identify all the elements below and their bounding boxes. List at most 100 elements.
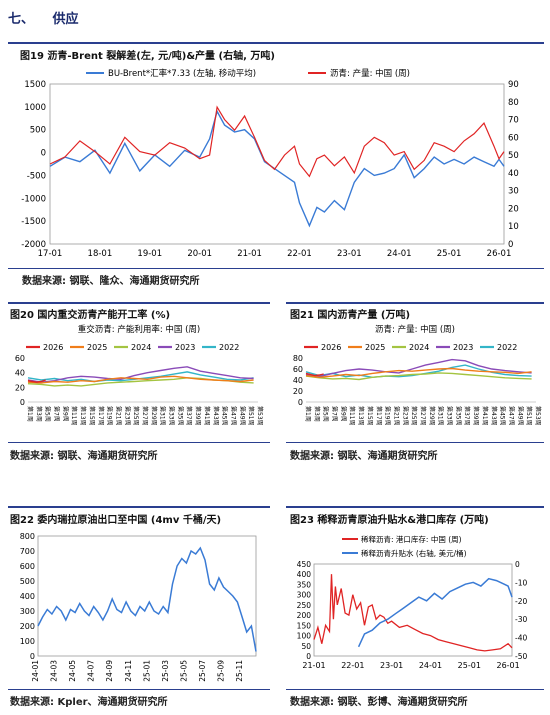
x-tick-label: 第41周 xyxy=(203,406,211,426)
series-line-exports xyxy=(37,546,257,652)
x-tick-label: 第23周 xyxy=(123,406,131,426)
y-right-tick-label: 0 xyxy=(515,560,520,569)
x-tick-label: 24-01 xyxy=(387,249,412,259)
fig19-source: 数据来源: 钢联、隆众、海通期货研究所 xyxy=(22,276,200,287)
x-tick-label: 第17周 xyxy=(375,406,383,426)
x-tick-label: 25-07 xyxy=(198,660,207,682)
fig22-top-rule xyxy=(8,506,270,508)
x-tick-label: 第15周 xyxy=(366,406,374,426)
x-tick-label: 第25周 xyxy=(410,406,418,426)
fig19-chart: 150010005000-500-1000-1500-2000908070605… xyxy=(21,68,519,259)
y-tick-label: 200 xyxy=(20,622,35,631)
x-tick-label: 第7周 xyxy=(331,406,339,422)
legend-label-port-inventory: 稀释沥青: 港口库存: 中国 (周) xyxy=(361,534,462,544)
y-right-tick-label: -20 xyxy=(515,597,527,606)
legend-label-2025: 2025 xyxy=(87,343,107,352)
series-line-port-inventory xyxy=(313,574,513,652)
y-right-tick-label: 0 xyxy=(508,240,513,250)
legend-label-production: 沥青: 产量: 中国 (周) xyxy=(330,68,410,79)
legend-label-2023: 2023 xyxy=(453,343,473,352)
x-tick-label: 第7周 xyxy=(53,406,61,422)
y-left-tick-label: -2000 xyxy=(21,240,46,250)
legend-label-2026: 2026 xyxy=(321,343,341,352)
fig21-chart: 沥青: 产量: 中国 (周) 2026 2025 2024 2023 2022 80 60 40… xyxy=(293,324,542,426)
y-tick-label: 20 xyxy=(15,383,25,392)
y-tick-label: 800 xyxy=(20,532,35,541)
y-left-tick-label: 250 xyxy=(297,601,312,610)
y-right-tick-label: 40 xyxy=(508,169,519,179)
x-tick-label: 第19周 xyxy=(106,406,114,426)
x-tick-label: 22-01 xyxy=(287,249,312,259)
x-tick-label: 第51周 xyxy=(525,406,533,426)
x-tick-label: 24-03 xyxy=(50,660,59,682)
y-right-tick-label: 10 xyxy=(508,222,519,232)
x-tick-label: 25-03 xyxy=(161,660,170,682)
x-tick-label: 第39周 xyxy=(194,406,202,426)
chart-subtitle: 重交沥青: 产能利用率: 中国 (周) xyxy=(78,324,200,335)
x-tick-label: 第35周 xyxy=(176,406,184,426)
x-tick-label: 第43周 xyxy=(212,406,220,426)
series-line-2025 xyxy=(27,375,254,384)
x-tick-label: 22-01 xyxy=(341,661,364,670)
x-tick-label: 21-01 xyxy=(302,661,325,670)
x-tick-label: 第53周 xyxy=(534,406,542,426)
fig23-title: 图23 稀释沥青原油升贴水&港口库存 (万吨) xyxy=(290,515,489,526)
y-right-tick-label: 60 xyxy=(508,133,519,143)
y-tick-label: 400 xyxy=(20,592,35,601)
x-tick-label: 第1周 xyxy=(304,406,312,422)
x-tick-label: 第35周 xyxy=(454,406,462,426)
x-tick-label: 25-01 xyxy=(437,249,462,259)
x-tick-label: 25-09 xyxy=(217,660,226,682)
x-tick-label: 24-05 xyxy=(68,660,77,682)
plot-frame xyxy=(49,83,505,245)
y-tick-label: 40 xyxy=(15,369,25,378)
x-tick-label: 第47周 xyxy=(507,406,515,426)
x-tick-label: 第21周 xyxy=(392,406,400,426)
legend-label-2026: 2026 xyxy=(43,343,63,352)
x-tick-label: 第45周 xyxy=(499,406,507,426)
section-number: 七、 xyxy=(8,12,35,27)
y-right-tick-label: 90 xyxy=(508,80,519,90)
y-right-tick-label: 80 xyxy=(508,98,519,108)
x-tick-label: 第5周 xyxy=(44,406,52,422)
y-tick-label: 80 xyxy=(293,354,303,363)
fig22-source: 数据来源: Kpler、海通期货研究所 xyxy=(10,697,168,708)
fig21-top-rule xyxy=(286,302,544,304)
series-line-2024 xyxy=(305,372,532,381)
x-tick-label: 第9周 xyxy=(61,406,69,422)
plot-frame xyxy=(37,535,257,657)
x-tick-label: 第37周 xyxy=(185,406,193,426)
fig22-bottom-rule xyxy=(8,689,270,690)
x-tick-label: 第11周 xyxy=(70,406,78,426)
fig19-title: 图19 沥青-Brent 裂解差(左, 元/吨)&产量 (右轴, 万吨) xyxy=(20,51,275,62)
y-tick-label: 60 xyxy=(15,354,25,363)
x-tick-label: 第51周 xyxy=(247,406,255,426)
x-tick-label: 25-05 xyxy=(179,660,188,682)
fig21-bottom-rule xyxy=(286,442,544,443)
fig19-bottom-rule xyxy=(8,268,544,269)
x-tick-label: 第53周 xyxy=(256,406,264,426)
x-tick-label: 第29周 xyxy=(150,406,158,426)
y-tick-label: 500 xyxy=(20,577,35,586)
fig20-bottom-rule xyxy=(8,442,270,443)
x-tick-label: 第19周 xyxy=(384,406,392,426)
y-left-tick-label: 500 xyxy=(30,126,46,136)
series-line-2025 xyxy=(305,367,532,379)
fig23-chart: 4504003503002502001501005000-10-20-30-40… xyxy=(297,534,528,670)
x-tick-label: 第31周 xyxy=(159,406,167,426)
x-tick-label: 第49周 xyxy=(516,406,524,426)
fig20-title: 图20 国内重交沥青产能开工率 (%) xyxy=(10,310,171,321)
y-left-tick-label: 100 xyxy=(297,632,312,641)
x-tick-label: 第13周 xyxy=(79,406,87,426)
series-line-production xyxy=(49,105,505,178)
y-tick-label: 100 xyxy=(20,637,35,646)
x-tick-label: 第41周 xyxy=(481,406,489,426)
fig23-top-rule xyxy=(286,506,544,508)
x-tick-label: 25-11 xyxy=(235,660,244,682)
y-left-tick-label: 0 xyxy=(306,652,311,661)
x-tick-label: 第21周 xyxy=(114,406,122,426)
x-tick-label: 24-01 xyxy=(31,660,40,682)
x-tick-label: 第39周 xyxy=(472,406,480,426)
x-tick-label: 第5周 xyxy=(322,406,330,422)
x-tick-label: 24-07 xyxy=(87,660,96,682)
